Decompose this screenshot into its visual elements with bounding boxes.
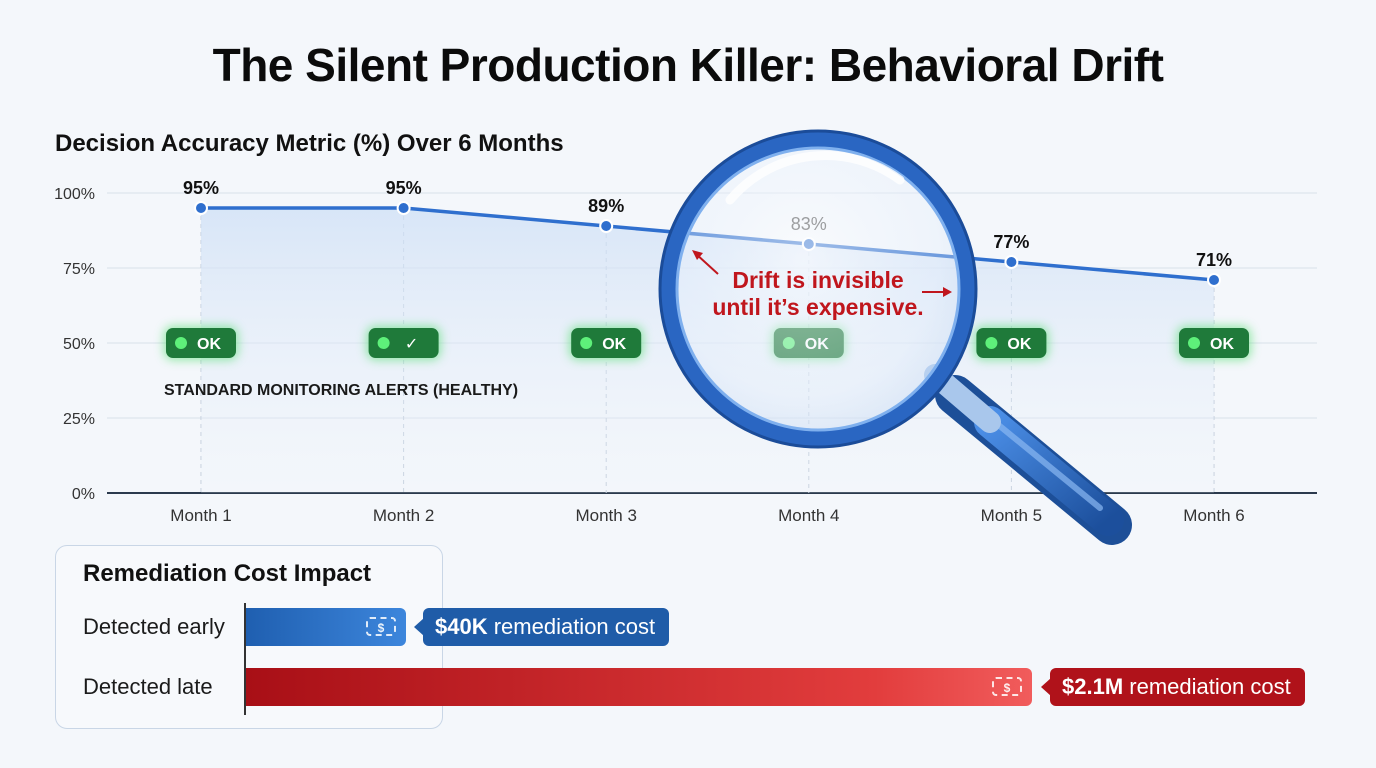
- data-point: [1004, 255, 1019, 269]
- page-title: The Silent Production Killer: Behavioral…: [212, 39, 1164, 91]
- cost-panel-title: Remediation Cost Impact: [83, 560, 372, 587]
- data-label: 77%: [993, 232, 1029, 252]
- alert-badge: [166, 328, 236, 358]
- alert-badge-label: OK: [602, 336, 626, 353]
- alert-badge-label: OK: [197, 336, 221, 353]
- x-tick-label: Month 1: [170, 506, 231, 525]
- y-tick-label: 75%: [63, 261, 95, 278]
- status-dot-icon: [985, 337, 998, 349]
- cost-amount-early: $40K: [435, 614, 488, 639]
- accuracy-line-chart: 0% 25% 50% 75% 100% Month 1 Month 2 Month 3 Mont…: [54, 129, 1317, 545]
- arrowhead-icon: [692, 250, 703, 260]
- money-icon: $: [366, 617, 396, 636]
- y-tick-label: 0%: [72, 486, 95, 503]
- cost-bar-early: $: [246, 608, 406, 646]
- alert-badge: [976, 328, 1047, 358]
- x-tick-label: Month 4: [778, 506, 839, 525]
- data-label: 95%: [386, 178, 422, 198]
- status-dot-icon: [377, 337, 390, 349]
- magnifying-glass-icon: [658, 129, 1132, 545]
- status-dot-icon: [1188, 337, 1200, 349]
- data-label: 89%: [588, 196, 624, 216]
- y-tick-label: 25%: [63, 411, 95, 428]
- status-dot-icon: [175, 337, 187, 349]
- alert-badge-label: OK: [1007, 336, 1031, 353]
- x-tick-label: Month 6: [1183, 506, 1244, 525]
- data-point: [1207, 273, 1221, 287]
- cost-axis-line: [244, 603, 246, 715]
- data-point: [396, 201, 411, 215]
- alert-badge: [571, 328, 642, 358]
- chart-title: Decision Accuracy Metric (%) Over 6 Mont…: [55, 130, 564, 157]
- data-label: 71%: [1196, 250, 1232, 270]
- x-tick-label: Month 5: [981, 506, 1042, 525]
- row-label-early: Detected early: [83, 614, 225, 639]
- alerts-caption: STANDARD MONITORING ALERTS (HEALTHY): [164, 382, 518, 399]
- annotation-line-1: Drift is invisible: [732, 267, 903, 293]
- cost-tag-late: $2.1M remediation cost: [1041, 668, 1305, 706]
- y-tick-label: 100%: [54, 186, 95, 203]
- alert-badge-label: OK: [1210, 336, 1234, 353]
- cost-suffix-late: remediation cost: [1123, 674, 1291, 699]
- annotation-line-2: until it’s expensive.: [712, 294, 923, 320]
- arrowhead-icon: [943, 287, 952, 297]
- data-label: 95%: [183, 178, 219, 198]
- cost-suffix-early: remediation cost: [487, 614, 656, 639]
- data-point: [194, 201, 208, 215]
- alert-badge-label: ✓: [405, 336, 418, 353]
- alert-badge: [1179, 328, 1249, 358]
- alert-badge: [368, 328, 439, 358]
- status-dot-icon: [580, 337, 593, 349]
- row-label-late: Detected late: [83, 674, 213, 699]
- cost-bar-late: $: [246, 668, 1032, 706]
- cost-tag-early: $40K remediation cost: [413, 608, 670, 646]
- y-tick-label: 50%: [63, 336, 95, 353]
- x-tick-label: Month 2: [373, 506, 434, 525]
- money-icon: $: [992, 677, 1022, 696]
- cost-amount-late: $2.1M: [1062, 674, 1124, 699]
- x-tick-label: Month 3: [575, 506, 636, 525]
- data-point: [599, 219, 614, 233]
